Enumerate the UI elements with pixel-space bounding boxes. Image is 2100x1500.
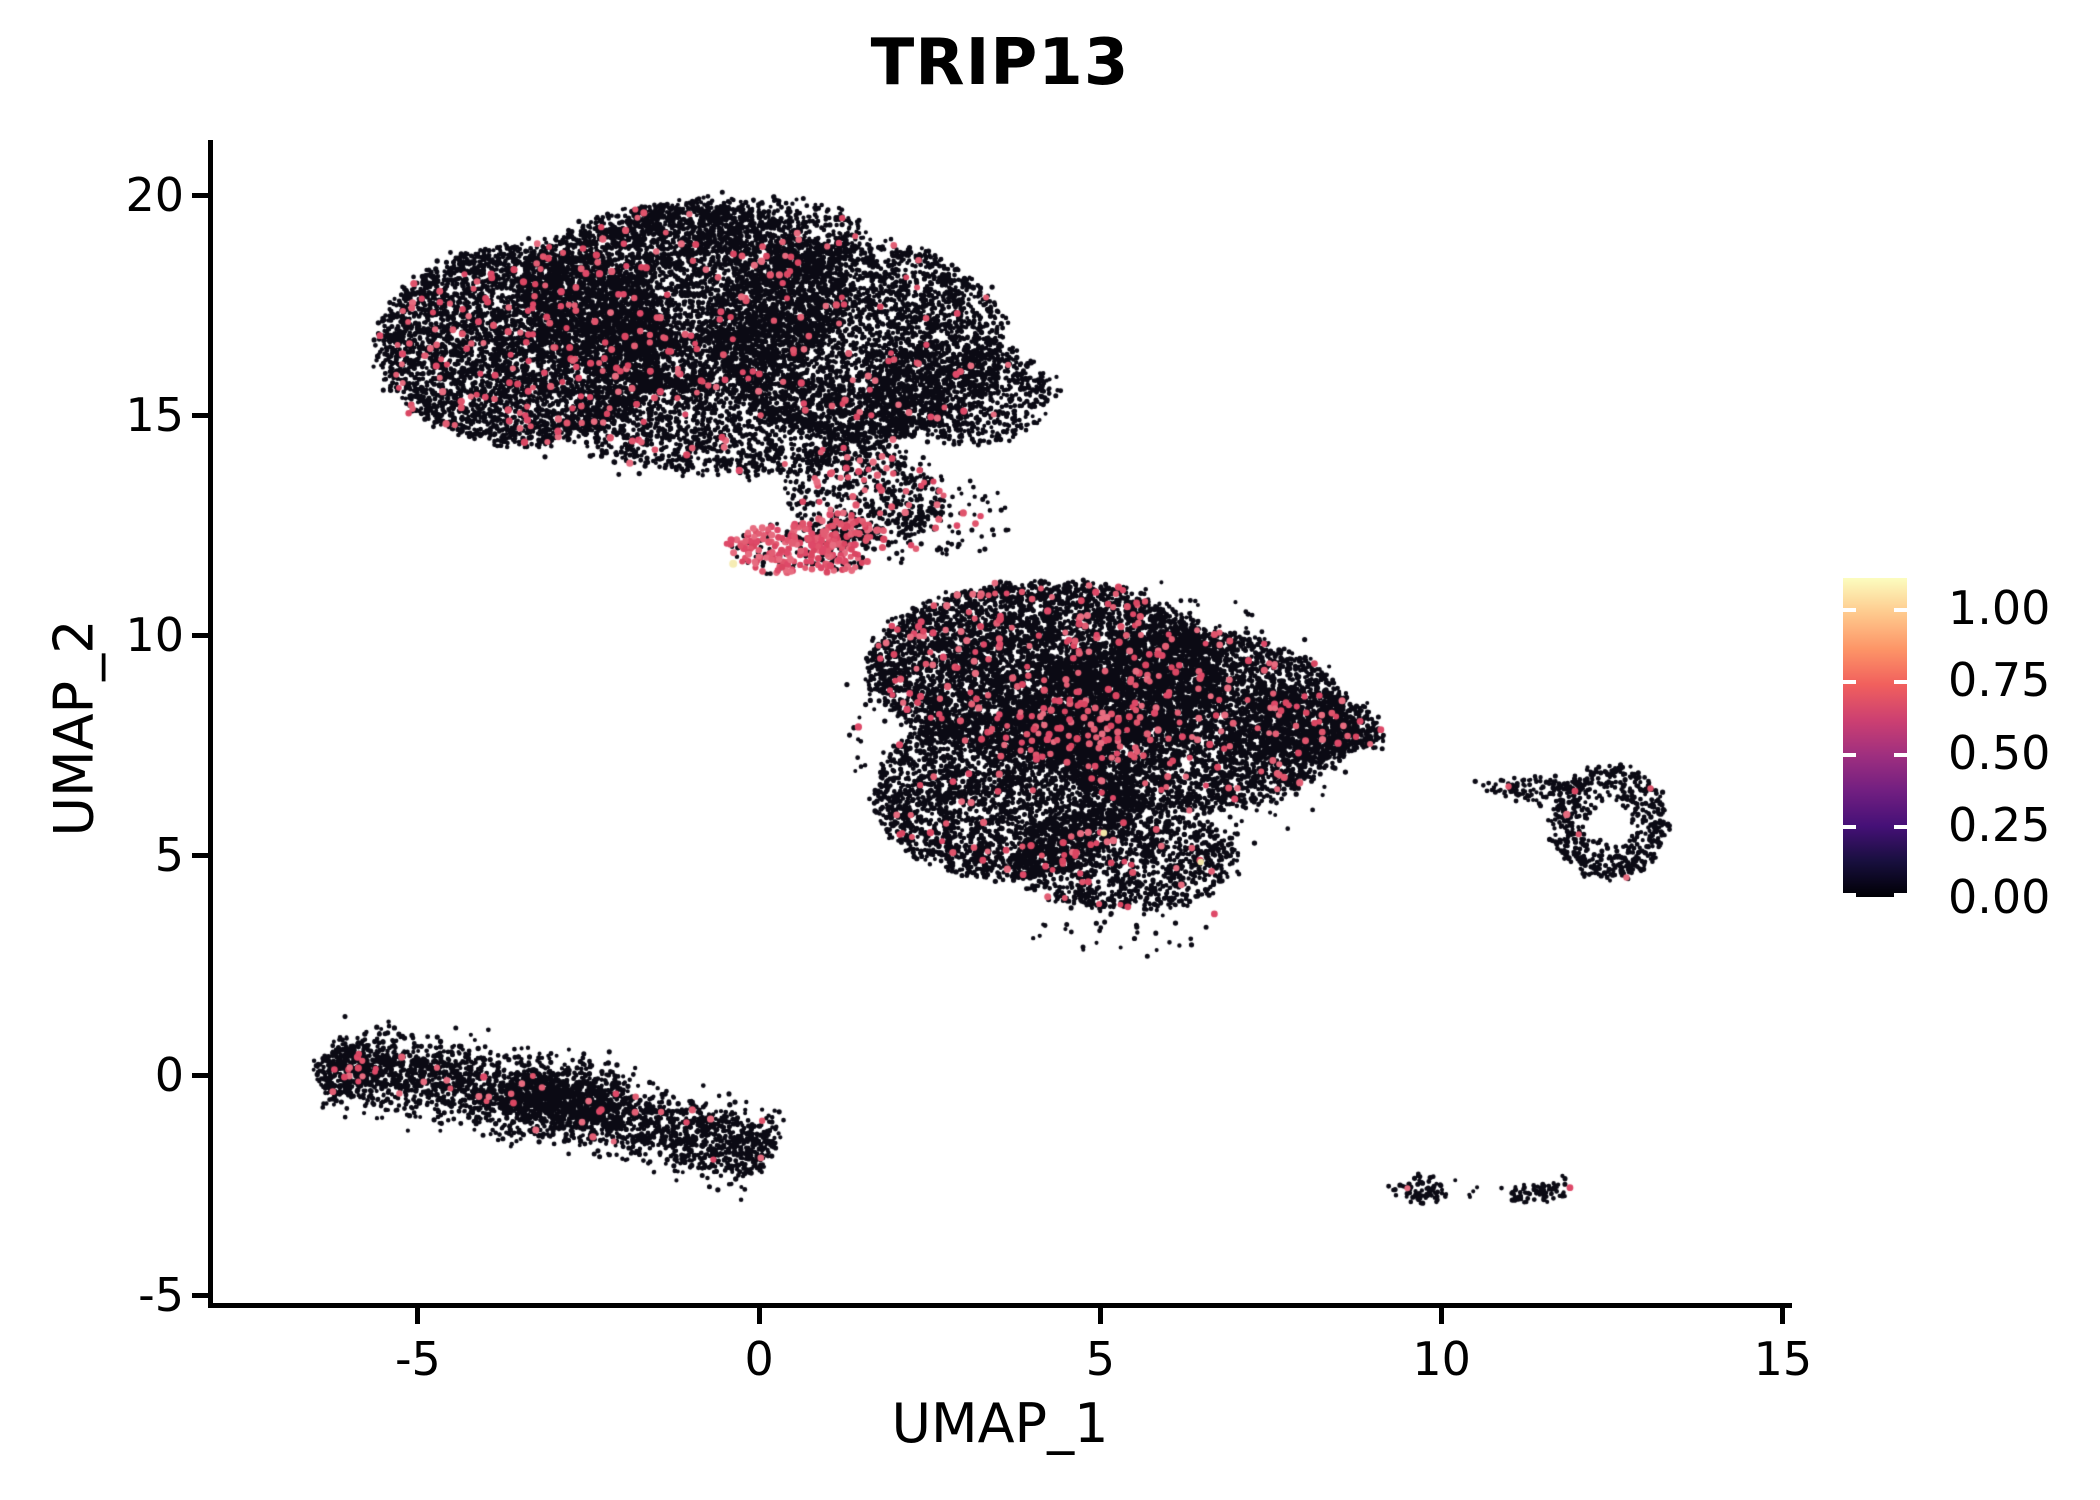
y-tick — [192, 852, 208, 858]
x-tick — [1097, 1308, 1103, 1324]
x-tick-label: 5 — [1085, 1332, 1116, 1386]
y-tick-label: 10 — [125, 608, 184, 662]
x-tick-label: 15 — [1753, 1332, 1813, 1386]
colorbar-tick — [1843, 893, 1856, 897]
colorbar-tick-label: 0.50 — [1948, 725, 2051, 780]
x-tick — [1780, 1308, 1786, 1324]
colorbar-tick — [1843, 752, 1856, 757]
x-tick — [756, 1308, 762, 1324]
colorbar-tick-label: 0.75 — [1948, 653, 2051, 708]
y-axis-title: UMAP_2 — [42, 619, 106, 837]
x-tick-label: 0 — [744, 1332, 774, 1386]
x-axis-line — [208, 1303, 1792, 1308]
colorbar-tick — [1843, 680, 1856, 685]
colorbar-tick-label: 0.25 — [1948, 797, 2051, 852]
y-tick-label: 20 — [125, 168, 184, 222]
colorbar-tick — [1894, 893, 1907, 897]
y-tick — [192, 412, 208, 418]
colorbar-tick-label: 1.00 — [1948, 581, 2051, 636]
colorbar-gradient — [1843, 578, 1907, 897]
x-tick-label: 10 — [1412, 1332, 1471, 1386]
colorbar-tick-label: 0.00 — [1948, 870, 2051, 924]
y-tick-label: 5 — [154, 828, 184, 882]
plot-title: TRIP13 — [870, 26, 1130, 100]
y-tick — [192, 192, 208, 198]
y-tick-label: 15 — [125, 388, 184, 442]
y-tick-label: 0 — [154, 1048, 184, 1102]
y-tick — [192, 1292, 208, 1298]
y-axis-line — [208, 140, 213, 1308]
x-axis-title: UMAP_1 — [891, 1392, 1109, 1455]
colorbar-tick — [1894, 824, 1907, 829]
y-tick — [192, 1072, 208, 1078]
y-tick-label: -5 — [138, 1268, 184, 1322]
colorbar-tick — [1843, 824, 1856, 829]
colorbar — [1843, 578, 1907, 897]
colorbar-tick — [1894, 680, 1907, 685]
colorbar-tick — [1894, 752, 1907, 757]
x-tick — [1439, 1308, 1445, 1324]
x-tick-label: -5 — [394, 1332, 441, 1386]
colorbar-tick — [1843, 608, 1856, 613]
colorbar-tick — [1894, 608, 1907, 613]
y-tick — [192, 632, 208, 638]
x-tick — [415, 1308, 421, 1324]
